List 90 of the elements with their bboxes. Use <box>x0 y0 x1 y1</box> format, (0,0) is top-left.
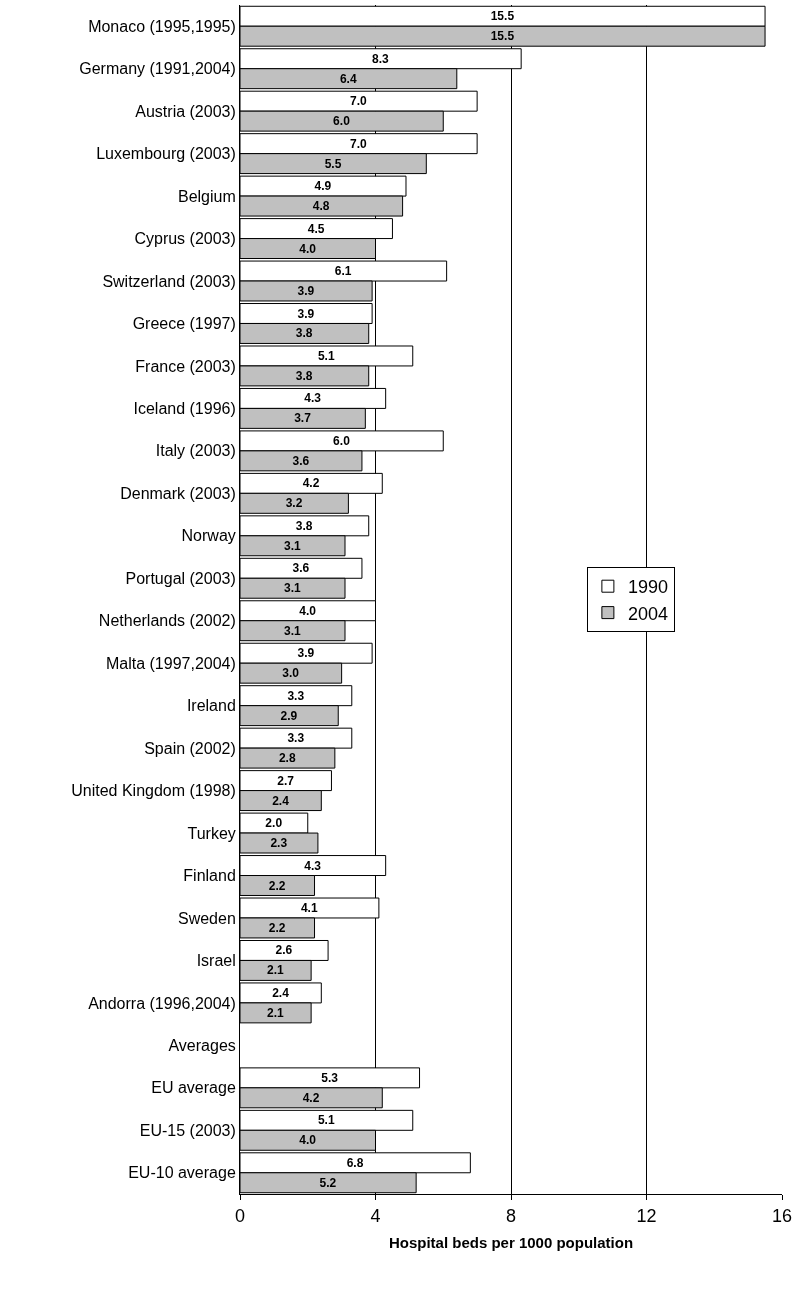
data-label: 4.9 <box>314 179 332 194</box>
data-label: 3.3 <box>287 731 305 746</box>
data-label: 2.2 <box>268 920 286 935</box>
data-label: 2.4 <box>272 793 290 808</box>
data-label: 2.7 <box>277 773 295 788</box>
data-label: 3.3 <box>287 688 305 703</box>
data-label: 2.8 <box>278 751 296 766</box>
data-label: 6.1 <box>334 264 352 279</box>
data-label: 6.0 <box>333 433 351 448</box>
x-tick-label: 8 <box>505 1205 517 1226</box>
data-label: 2.1 <box>267 1005 285 1020</box>
data-label: 4.3 <box>304 858 322 873</box>
y-tick-label: Italy (2003) <box>155 442 236 460</box>
y-tick-label: Malta (1997,2004) <box>105 654 236 672</box>
data-label: 2.1 <box>267 963 285 978</box>
data-label: 2.6 <box>275 943 293 958</box>
data-label: 4.0 <box>299 603 317 618</box>
x-axis-title: Hospital beds per 1000 population <box>388 1233 634 1251</box>
y-tick-label: EU average <box>151 1079 236 1097</box>
legend-label: 2004 <box>627 603 668 624</box>
data-label: 5.5 <box>324 156 342 171</box>
data-label: 3.6 <box>292 453 310 468</box>
y-tick-label: Cyprus (2003) <box>134 230 236 248</box>
data-label: 15.5 <box>490 9 515 24</box>
y-tick-label: EU-10 average <box>128 1164 236 1182</box>
y-tick-label: Norway <box>181 527 236 545</box>
y-tick-label: Israel <box>196 952 236 970</box>
data-label: 3.9 <box>297 306 315 321</box>
y-tick-label: Austria (2003) <box>135 102 236 120</box>
data-label: 3.8 <box>295 326 313 341</box>
x-tick-label: 4 <box>370 1205 381 1226</box>
data-label: 3.7 <box>294 411 312 426</box>
data-label: 3.9 <box>297 284 315 298</box>
data-label: 8.3 <box>372 51 390 66</box>
data-label: 4.1 <box>300 901 318 915</box>
x-tick-label: 0 <box>234 1205 246 1226</box>
data-label: 4.3 <box>304 391 322 406</box>
data-label: 3.8 <box>295 368 313 383</box>
y-tick-label: Netherlands (2002) <box>98 612 236 630</box>
data-label: 6.8 <box>346 1155 364 1170</box>
x-tick-label: 12 <box>636 1205 657 1226</box>
legend-label: 1990 <box>627 577 668 598</box>
data-label: 2.2 <box>268 878 286 893</box>
y-tick-label: France (2003) <box>135 357 236 375</box>
data-label: 4.8 <box>312 199 330 214</box>
data-label: 2.4 <box>272 985 290 1000</box>
y-tick-label: Portugal (2003) <box>125 569 236 587</box>
data-label: 4.2 <box>302 1090 320 1105</box>
data-label: 4.0 <box>299 1133 317 1148</box>
data-label: 15.5 <box>490 29 515 44</box>
data-label: 5.1 <box>317 1113 335 1128</box>
data-label: 3.8 <box>295 518 313 533</box>
y-tick-label: Turkey <box>187 824 236 842</box>
y-tick-label: Ireland <box>186 697 236 715</box>
data-label: 5.2 <box>319 1175 337 1190</box>
data-label: 3.9 <box>297 646 315 661</box>
data-label: 3.1 <box>284 623 302 638</box>
y-tick-label: Spain (2002) <box>144 739 236 757</box>
y-tick-label: Denmark (2003) <box>120 484 236 502</box>
data-label: 2.9 <box>280 708 298 723</box>
x-tick-label: 16 <box>771 1205 793 1226</box>
data-label: 7.0 <box>350 136 368 151</box>
y-tick-label: Sweden <box>177 909 236 927</box>
data-label: 2.0 <box>265 816 283 831</box>
data-label: 6.4 <box>339 71 357 86</box>
y-tick-label: Finland <box>183 867 236 885</box>
y-tick-label: Germany (1991,2004) <box>79 60 236 78</box>
data-label: 5.3 <box>321 1070 339 1085</box>
y-tick-label: Iceland (1996) <box>133 400 236 418</box>
data-label: 3.1 <box>284 581 302 596</box>
data-label: 3.2 <box>285 496 303 511</box>
y-tick-label: Switzerland (2003) <box>102 272 236 290</box>
y-tick-label: Greece (1997) <box>132 315 236 333</box>
data-label: 4.2 <box>302 476 320 491</box>
data-label: 4.0 <box>299 241 317 256</box>
y-tick-label: Belgium <box>177 187 236 205</box>
y-tick-label: Monaco (1995,1995) <box>88 17 236 35</box>
y-tick-label: Averages <box>168 1036 236 1054</box>
data-label: 3.6 <box>292 561 310 576</box>
data-label: 5.1 <box>317 348 335 363</box>
y-tick-label: Luxembourg (2003) <box>96 145 236 163</box>
y-tick-label: United Kingdom (1998) <box>71 782 236 800</box>
data-label: 7.0 <box>350 94 368 109</box>
data-label: 4.5 <box>307 221 325 236</box>
data-label: 3.0 <box>282 666 300 681</box>
data-label: 2.3 <box>270 836 288 851</box>
data-label: 3.1 <box>284 538 302 553</box>
y-tick-label: Andorra (1996,2004) <box>88 994 236 1012</box>
y-tick-label: EU-15 (2003) <box>139 1121 236 1139</box>
data-label: 6.0 <box>333 114 351 129</box>
